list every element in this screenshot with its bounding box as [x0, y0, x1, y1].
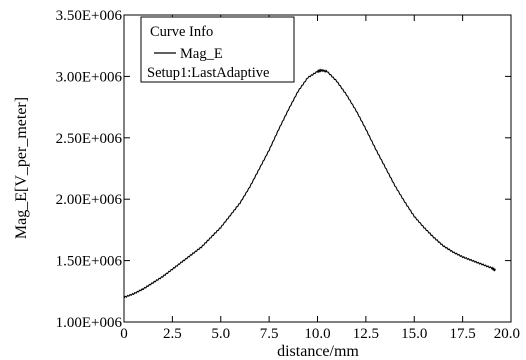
y-tick-label: 1.50E+006 [56, 254, 123, 270]
y-tick-label: 2.50E+006 [56, 131, 123, 147]
x-tick-label: 20.0 [494, 326, 520, 342]
axis-tick-labels: 0 2.5 5.0 7.5 10.0 12.5 15.0 17.5 20.0 1.00E+006 1… [56, 8, 520, 342]
legend-entry-name: Mag_E [180, 46, 223, 62]
x-tick-label: 17.5 [450, 326, 476, 342]
legend-title: Curve Info [150, 24, 213, 40]
y-tick-label: 3.00E+006 [56, 69, 123, 85]
x-tick-label: 12.5 [353, 326, 379, 342]
x-tick-label: 7.5 [260, 326, 279, 342]
series-line-mag-e [123, 68, 497, 299]
x-axis-label: distance/mm [277, 343, 359, 360]
y-tick-label: 3.50E+006 [56, 8, 123, 24]
y-tick-label: 2.00E+006 [56, 192, 123, 208]
legend-box [140, 16, 295, 83]
legend: Curve Info Mag_E Setup1:LastAdaptive [140, 16, 295, 83]
x-tick-label: 5.0 [211, 326, 230, 342]
x-tick-label: 10.0 [304, 326, 330, 342]
series-layer [123, 68, 497, 299]
x-tick-label: 0 [120, 326, 128, 342]
x-tick-label: 2.5 [163, 326, 182, 342]
legend-entry-subtitle: Setup1:LastAdaptive [147, 65, 269, 81]
x-tick-label: 15.0 [401, 326, 427, 342]
y-tick-label: 1.00E+006 [56, 315, 123, 331]
y-axis-label: Mag_E[V_per_meter] [13, 97, 30, 239]
